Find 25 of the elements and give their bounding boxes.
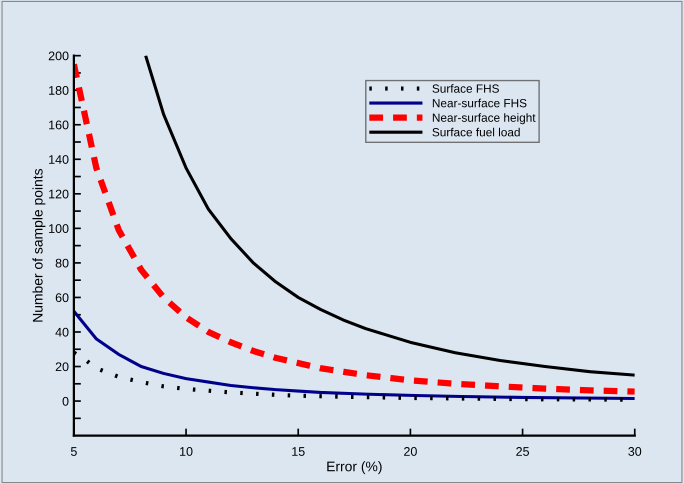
y-tick-label: 60 — [56, 293, 69, 302]
line-series — [74, 310, 635, 400]
legend-label: Near-surface height — [432, 113, 536, 124]
y-tick-label: 140 — [49, 155, 69, 164]
x-tick-label: 25 — [516, 447, 530, 456]
x-tick-label: 30 — [628, 447, 642, 456]
y-tick-label: 120 — [49, 190, 69, 198]
legend-label: Near-surface FHS — [432, 98, 526, 108]
x-axis-title: Error (%) — [327, 461, 382, 474]
y-tick-label: 20 — [56, 362, 69, 372]
y-tick-label: 80 — [56, 258, 69, 268]
line-series — [144, 56, 635, 377]
legend-label: Surface FHS — [432, 84, 499, 93]
y-tick-label: 40 — [55, 328, 69, 337]
x-tick-label: 20 — [404, 447, 417, 456]
y-tick-label: 100 — [49, 224, 69, 234]
x-tick-label: 5 — [70, 447, 77, 456]
y-tick-label: 160 — [49, 120, 69, 130]
legend-label: Surface fuel load — [432, 128, 520, 136]
x-tick-label: 15 — [292, 447, 305, 456]
y-axis-title: Number of sample points — [32, 168, 46, 322]
y-tick-label: 200 — [48, 51, 69, 60]
y-tick-label: 180 — [49, 86, 69, 95]
y-tick-label: 0 — [62, 396, 69, 406]
x-tick-label: 10 — [180, 447, 193, 456]
